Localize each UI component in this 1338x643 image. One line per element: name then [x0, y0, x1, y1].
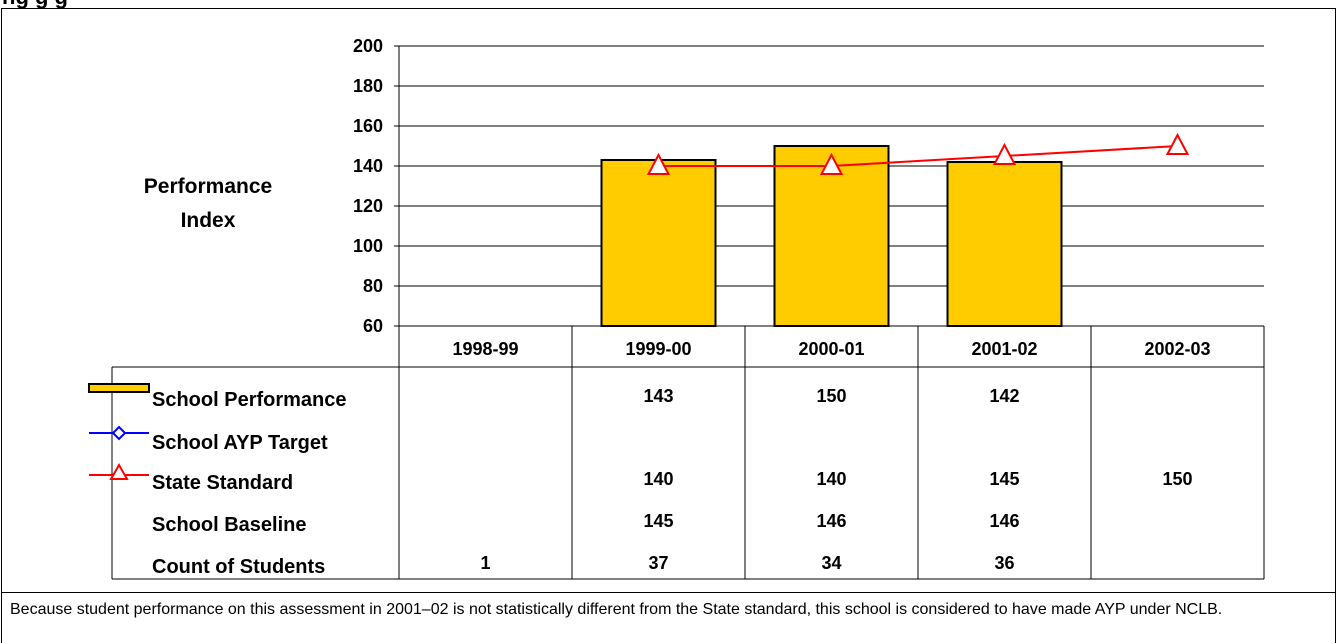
y-tick-label: 160 [353, 116, 383, 136]
chart-panel: 60 80 100 120 140 160 180 200 1998-99 1999-00 200… [1, 8, 1336, 593]
y-tick-label: 80 [363, 276, 383, 296]
y-tick-label: 180 [353, 76, 383, 96]
chart-heading: ng g g [2, 0, 68, 10]
series-lines [646, 132, 1190, 175]
table-cell-value: 145 [989, 469, 1019, 489]
axes: 60 80 100 120 140 160 180 200 [353, 36, 400, 336]
y-tick-label: 140 [353, 156, 383, 176]
triangle-marker [819, 152, 844, 175]
table-row-label: School Performance [152, 389, 347, 411]
series-line-state-standard [658, 145, 1178, 167]
legend-swatch-school-performance [88, 383, 150, 393]
table-row-label: School AYP Target [152, 432, 328, 454]
y-tick-label: 60 [363, 316, 383, 336]
triangle-marker [1165, 132, 1190, 155]
y-axis-label-line: Index [181, 209, 236, 232]
table-cell-value: 143 [643, 386, 673, 406]
bar-school-performance [946, 161, 1063, 327]
table-cell-value: 34 [821, 553, 841, 573]
table-row-label: Count of Students [152, 556, 325, 578]
table-cell-value: 150 [816, 386, 846, 406]
x-category-label: 2002-03 [1144, 339, 1210, 359]
table-row-label: State Standard [152, 472, 293, 494]
table-cell-value: 140 [643, 469, 673, 489]
y-tick-label: 200 [353, 36, 383, 56]
table-cell-value: 150 [1162, 469, 1192, 489]
triangle-marker [646, 152, 671, 175]
table-cell-value: 145 [643, 511, 673, 531]
bar-school-performance [600, 159, 717, 327]
triangle-marker [992, 142, 1017, 165]
x-category-label: 1998-99 [452, 339, 518, 359]
bar-school-performance [773, 145, 890, 327]
performance-chart: 60 80 100 120 140 160 180 200 1998-99 1999-00 200… [88, 36, 1265, 580]
y-tick-label: 120 [353, 196, 383, 216]
table-cell-value: 142 [989, 386, 1019, 406]
legend-triangle-marker [109, 462, 129, 480]
table-row-label: School Baseline [152, 514, 307, 536]
table-cell-value: 37 [648, 553, 668, 573]
x-category-label: 2000-01 [798, 339, 864, 359]
table-cell-value: 146 [989, 511, 1019, 531]
table-cell-value: 36 [994, 553, 1014, 573]
y-tick-label: 100 [353, 236, 383, 256]
x-category-label: 2001-02 [971, 339, 1037, 359]
x-category-label: 1999-00 [625, 339, 691, 359]
y-axis-label: Performance Index [144, 175, 272, 232]
y-axis-label-line: Performance [144, 175, 272, 198]
table-cell-value: 140 [816, 469, 846, 489]
legend-diamond-marker [111, 425, 127, 441]
table-cell-value: 1 [480, 553, 490, 573]
ayp-note: Because student performance on this asse… [1, 592, 1336, 643]
data-table: 1998-99 1999-00 2000-01 2001-02 2002-03 Schoo… [88, 325, 1265, 580]
table-cell-value: 146 [816, 511, 846, 531]
